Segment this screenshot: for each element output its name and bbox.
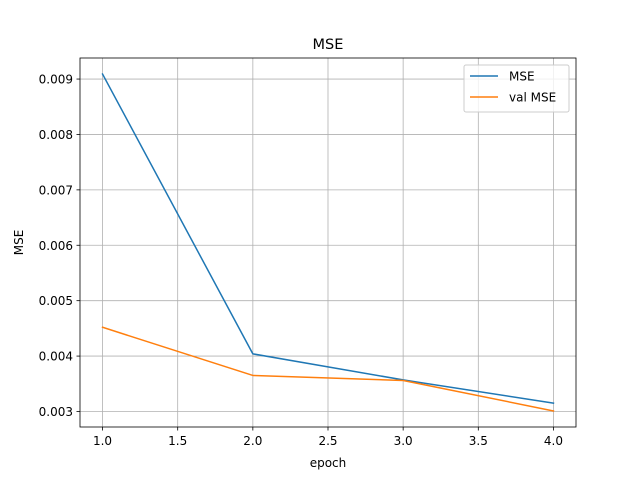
y-tick-label: 0.005 — [39, 294, 73, 308]
y-tick-label: 0.004 — [39, 350, 73, 364]
legend: MSE val MSE — [463, 64, 570, 113]
y-tick-label: 0.009 — [39, 73, 73, 87]
y-axis-ticks: 0.003 0.004 0.005 0.006 0.007 0.008 0.009 — [39, 73, 80, 419]
x-tick-label: 1.0 — [93, 434, 112, 448]
legend-entry: val MSE — [509, 91, 556, 105]
legend-entry: MSE — [509, 70, 535, 84]
y-tick-label: 0.008 — [39, 128, 73, 142]
y-tick-label: 0.006 — [39, 239, 73, 253]
x-tick-label: 4.0 — [544, 434, 563, 448]
series-line-val-mse — [101, 326, 555, 412]
gridlines — [80, 58, 576, 427]
y-tick-label: 0.003 — [39, 405, 73, 419]
x-tick-label: 3.5 — [469, 434, 488, 448]
series-lines — [101, 73, 555, 412]
x-tick-label: 2.0 — [243, 434, 262, 448]
series-line-mse — [101, 73, 555, 405]
x-tick-label: 3.0 — [394, 434, 413, 448]
y-axis-label: MSE — [12, 230, 26, 256]
y-tick-label: 0.007 — [39, 183, 73, 197]
x-axis-ticks: 1.0 1.5 2.0 2.5 3.0 3.5 4.0 — [93, 427, 563, 448]
chart-title: MSE — [313, 37, 344, 53]
x-tick-label: 1.5 — [168, 434, 187, 448]
x-axis-label: epoch — [310, 456, 347, 470]
x-tick-label: 2.5 — [318, 434, 337, 448]
